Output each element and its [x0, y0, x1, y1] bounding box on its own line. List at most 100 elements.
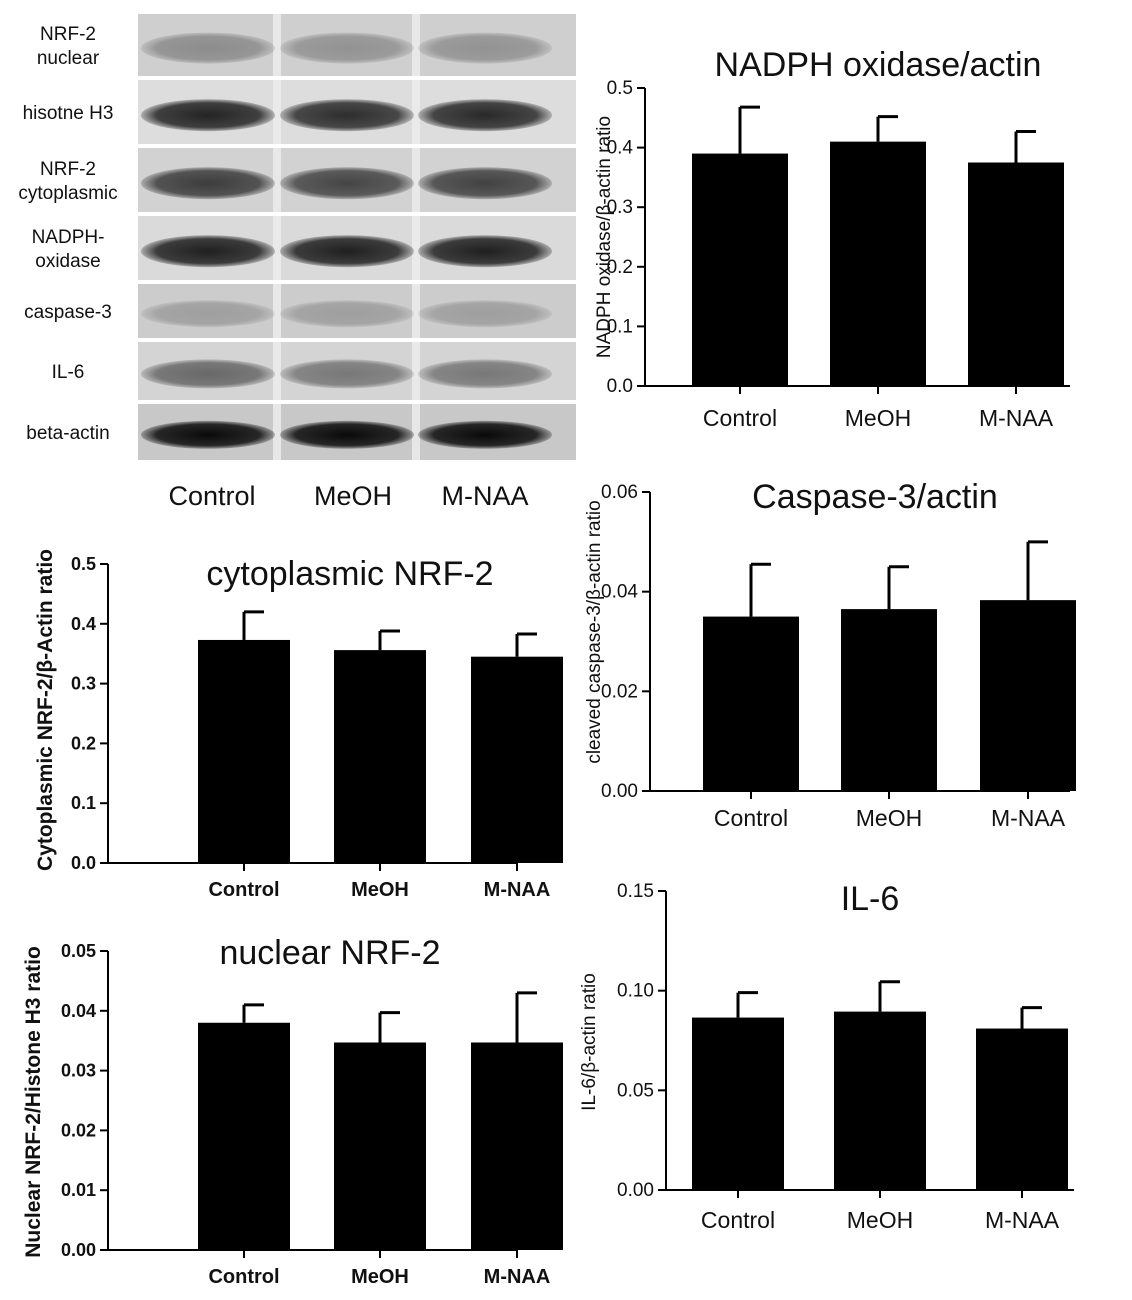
chart-caspase-y-tick-label: 0.04	[601, 582, 638, 603]
chart-nadph-y-tick-label: 0.4	[607, 138, 634, 159]
chart-nuclear-y-tick-label: 0.04	[61, 1001, 96, 1021]
chart-nuclear-bar-meoh	[334, 1042, 426, 1250]
chart-cyto-bar-m-naa	[471, 656, 563, 863]
chart-nuclear-y-tick-label: 0.05	[61, 941, 96, 961]
chart-caspase-title: Caspase-3/actin	[752, 478, 998, 516]
blot-band	[418, 420, 552, 449]
chart-nadph-y-axis-label: NADPH oxidase/β-actin ratio	[594, 116, 615, 358]
chart-nuclear-category-label-control: Control	[208, 1266, 279, 1288]
blot-band	[141, 235, 275, 268]
chart-il6-category-label-m-naa: M-NAA	[985, 1207, 1060, 1233]
nuclear-nrf2-chart: nuclear NRF-2 Nuclear NRF-2/Histone H3 ra…	[0, 912, 580, 1300]
chart-cyto-bar-control	[198, 639, 290, 863]
chart-cyto-y-tick-label: 0.2	[71, 733, 96, 753]
chart-il6-bar-meoh	[834, 1011, 926, 1190]
blot-band	[418, 359, 552, 389]
chart-il6-y-tick-label: 0.05	[617, 1080, 654, 1101]
chart-nadph-bar-control	[692, 153, 788, 386]
chart-caspase-y-tick-label: 0.02	[601, 681, 638, 702]
chart-nadph-category-label-m-naa: M-NAA	[979, 405, 1054, 431]
chart-cyto-title: cytoplasmic NRF-2	[206, 555, 493, 593]
blot-row-label: nuclear	[37, 48, 100, 69]
blot-band	[141, 167, 275, 200]
blot-band	[280, 359, 414, 389]
blot-row-label: beta-actin	[26, 423, 109, 444]
blot-lane-gap	[412, 14, 420, 76]
chart-caspase-category-label-meoh: MeOH	[856, 805, 922, 831]
blot-band	[280, 300, 414, 328]
chart-il6-y-tick-label: 0.15	[617, 881, 654, 902]
chart-nuclear-y-axis-label: Nuclear NRF-2/Histone H3 ratio	[22, 946, 45, 1258]
blot-lane-gap	[412, 284, 420, 338]
blot-row-label: hisotne H3	[23, 103, 114, 124]
chart-il6-title: IL-6	[841, 880, 900, 918]
chart-caspase-bar-m-naa	[980, 600, 1076, 791]
blot-lane-gap	[273, 216, 281, 280]
chart-cyto-y-tick-label: 0.5	[71, 554, 96, 574]
chart-cyto-y-tick-label: 0.1	[71, 793, 96, 813]
chart-nadph-y-tick-label: 0.5	[607, 78, 633, 99]
western-blot-image: NRF-2 nuclear hisotne H3 NRF-2 cytoplasmic NA…	[18, 14, 576, 511]
blot-lane-gap	[273, 80, 281, 144]
chart-nuclear-bar-m-naa	[471, 1042, 563, 1250]
chart-cyto-y-tick-label: 0.3	[71, 674, 96, 694]
chart-il6-bar-m-naa	[976, 1028, 1068, 1190]
blot-row-label: NRF-2	[40, 159, 96, 180]
chart-nuclear-y-tick-label: 0.00	[61, 1240, 96, 1260]
blot-lane-gap	[412, 216, 420, 280]
western-blot-panel: NRF-2 nuclear hisotne H3 NRF-2 cytoplasmic NA…	[0, 0, 580, 520]
blot-row-label: cytoplasmic	[18, 183, 117, 204]
blot-row-label: IL-6	[52, 362, 85, 383]
chart-nadph-y-tick-label: 0.3	[607, 197, 633, 218]
blot-lane-label: M-NAA	[442, 481, 529, 511]
chart-nuclear-bar-control	[198, 1022, 290, 1250]
blot-lane-gap	[412, 404, 420, 460]
blot-row-label: NADPH-	[32, 227, 105, 248]
chart-il6-y-axis-label: IL-6/β-actin ratio	[579, 973, 600, 1111]
chart-nuclear-title: nuclear NRF-2	[219, 934, 440, 972]
blot-band	[141, 99, 275, 132]
chart-cyto-y-axis-label: Cytoplasmic NRF-2/β-Actin ratio	[34, 549, 57, 871]
blot-row-label: oxidase	[35, 251, 101, 272]
blot-lane-gap	[273, 284, 281, 338]
nadph-oxidase-chart-svg: NADPH oxidase/actin NADPH oxidase/β-actin…	[594, 46, 1070, 431]
chart-nadph-y-tick-label: 0.2	[607, 257, 633, 278]
blot-band	[141, 359, 275, 389]
blot-band	[280, 167, 414, 200]
blot-lane-gap	[273, 342, 281, 400]
blot-lane-label: Control	[168, 481, 255, 511]
blot-lane-gap	[273, 148, 281, 212]
blot-band	[280, 235, 414, 268]
chart-nadph-y-tick-label: 0.0	[607, 376, 633, 397]
chart-caspase-category-label-control: Control	[714, 805, 788, 831]
chart-nadph-bar-m-naa	[968, 162, 1064, 386]
blot-lane-gap	[273, 404, 281, 460]
nuclear-nrf2-chart-svg: nuclear NRF-2 Nuclear NRF-2/Histone H3 ra…	[22, 934, 563, 1288]
chart-il6-y-tick-label: 0.10	[617, 981, 654, 1002]
caspase-3-chart: Caspase-3/actin cleaved caspase-3/β-actin…	[580, 460, 1132, 850]
blot-row-label: NRF-2	[40, 24, 96, 45]
blot-band	[280, 32, 414, 64]
cytoplasmic-nrf2-chart-svg: cytoplasmic NRF-2 Cytoplasmic NRF-2/β-Act…	[34, 549, 563, 901]
blot-band	[418, 32, 552, 64]
chart-caspase-bar-meoh	[841, 609, 937, 791]
chart-nadph-y-tick-label: 0.1	[607, 316, 633, 337]
blot-lane-gap	[412, 148, 420, 212]
chart-nadph-category-label-meoh: MeOH	[845, 405, 911, 431]
blot-band	[141, 420, 275, 449]
chart-caspase-bar-control	[703, 616, 799, 791]
chart-nuclear-y-tick-label: 0.03	[61, 1061, 96, 1081]
chart-cyto-y-tick-label: 0.4	[71, 614, 96, 634]
chart-nuclear-category-label-meoh: MeOH	[351, 1266, 409, 1288]
chart-nuclear-y-tick-label: 0.02	[61, 1120, 96, 1140]
chart-caspase-y-axis-label: cleaved caspase-3/β-actin ratio	[584, 500, 605, 763]
blot-band	[418, 167, 552, 200]
chart-nuclear-category-label-m-naa: M-NAA	[484, 1266, 551, 1288]
nadph-oxidase-chart: NADPH oxidase/actin NADPH oxidase/β-actin…	[580, 40, 1132, 450]
chart-caspase-y-tick-label: 0.06	[601, 482, 638, 503]
chart-nadph-bar-meoh	[830, 141, 926, 386]
blot-band	[280, 99, 414, 132]
blot-band	[418, 235, 552, 268]
blot-lane-gap	[412, 342, 420, 400]
il-6-chart: IL-6 IL-6/β-actin ratio 0.00 0.05 0.10 0.15 Co…	[579, 862, 1132, 1252]
